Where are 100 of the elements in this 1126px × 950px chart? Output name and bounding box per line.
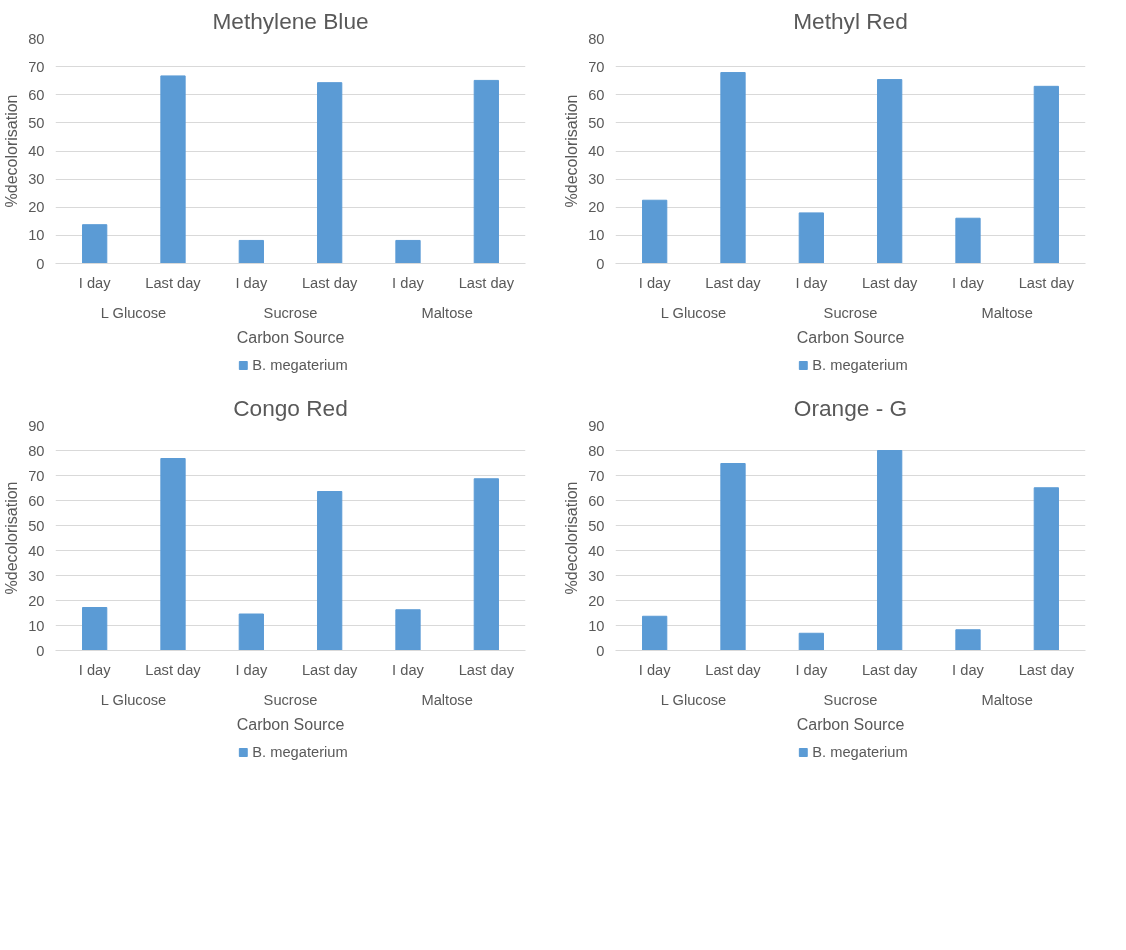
bar bbox=[642, 199, 668, 264]
text: Maltose bbox=[981, 304, 1033, 321]
y-axis-title: %decolorisation bbox=[3, 94, 21, 208]
y-tick-label: 20 bbox=[28, 199, 45, 216]
y-tick-label: 70 bbox=[588, 467, 605, 484]
x-tick-label: I day bbox=[638, 274, 672, 291]
y-tick-label: 40 bbox=[588, 542, 605, 559]
x-tick-label: Last day bbox=[145, 274, 202, 291]
bar bbox=[395, 239, 421, 264]
y-tick-label: 80 bbox=[588, 442, 605, 459]
bar bbox=[798, 632, 824, 651]
y-tick-label: 60 bbox=[28, 86, 45, 103]
text: Maltose bbox=[421, 691, 473, 708]
text: Maltose bbox=[981, 691, 1033, 708]
bar bbox=[82, 224, 108, 264]
y-tick-label: 10 bbox=[28, 617, 45, 634]
text: Sucrose bbox=[263, 691, 318, 708]
x-tick-label: I day bbox=[952, 661, 985, 678]
bar bbox=[395, 609, 421, 651]
y-tick-label: 0 bbox=[36, 642, 45, 659]
x-tick-label: I day bbox=[235, 274, 268, 291]
x-tick-label: Last day bbox=[458, 661, 515, 678]
y-tick-label: 90 bbox=[28, 417, 45, 434]
bar bbox=[877, 79, 903, 264]
y-tick-label: 50 bbox=[588, 517, 605, 534]
bar bbox=[238, 613, 264, 651]
x-tick-label: Last day bbox=[705, 661, 762, 678]
bar bbox=[955, 217, 981, 264]
x-tick-label: I day bbox=[235, 661, 268, 678]
y-tick-label: 50 bbox=[28, 114, 45, 131]
y-tick-label: 70 bbox=[28, 467, 45, 484]
x-tick-label: Last day bbox=[1018, 274, 1075, 291]
legend-label: B. megaterium bbox=[812, 744, 908, 760]
x-tick-label: Last day bbox=[145, 661, 202, 678]
x-tick-label: I day bbox=[78, 274, 112, 291]
text: Maltose bbox=[421, 304, 473, 321]
chart-title: Methylene Blue bbox=[212, 7, 369, 34]
y-tick-label: 10 bbox=[28, 227, 45, 244]
y-axis-title: %decolorisation bbox=[563, 481, 581, 595]
bar bbox=[82, 607, 108, 651]
bar bbox=[317, 82, 343, 264]
y-tick-label: 40 bbox=[28, 143, 45, 159]
text: Sucrose bbox=[263, 304, 318, 321]
y-tick-label: 40 bbox=[588, 143, 605, 159]
x-tick-label: I day bbox=[392, 274, 425, 291]
bar bbox=[798, 212, 824, 264]
y-tick-label: 10 bbox=[588, 617, 605, 634]
x-tick-label: Last day bbox=[301, 274, 359, 291]
y-tick-label: 10 bbox=[588, 227, 605, 244]
text: Sucrose bbox=[823, 304, 878, 321]
y-tick-label: 30 bbox=[28, 567, 45, 584]
y-tick-label: 20 bbox=[28, 592, 45, 609]
y-tick-label: 60 bbox=[588, 492, 605, 509]
x-tick-label: I day bbox=[795, 661, 828, 678]
y-tick-label: 90 bbox=[588, 417, 605, 434]
y-tick-label: 40 bbox=[28, 542, 45, 559]
bar bbox=[160, 458, 186, 651]
y-tick-label: 30 bbox=[588, 171, 605, 188]
chart-title: Methyl Red bbox=[793, 7, 908, 34]
bar bbox=[877, 450, 903, 651]
y-tick-label: 0 bbox=[596, 642, 605, 659]
y-tick-label: 0 bbox=[596, 255, 605, 272]
y-tick-label: 70 bbox=[588, 58, 605, 75]
y-tick-label: 80 bbox=[28, 442, 45, 459]
x-tick-label: I day bbox=[795, 274, 828, 291]
bar bbox=[160, 75, 186, 264]
y-tick-label: 0 bbox=[36, 255, 45, 272]
y-axis-title: %decolorisation bbox=[563, 94, 581, 208]
x-axis-title: Carbon Source bbox=[796, 715, 905, 733]
chart-title: Orange - G bbox=[793, 394, 908, 421]
x-tick-label: I day bbox=[78, 661, 112, 678]
x-tick-label: I day bbox=[638, 661, 672, 678]
x-axis-title: Carbon Source bbox=[796, 328, 905, 346]
x-tick-label: Last day bbox=[301, 661, 359, 678]
bar bbox=[1033, 487, 1059, 651]
x-tick-label: Last day bbox=[861, 274, 919, 291]
legend-label: B. megaterium bbox=[252, 357, 348, 373]
x-axis-title: Carbon Source bbox=[236, 328, 345, 346]
y-tick-label: 50 bbox=[588, 114, 605, 131]
bar bbox=[720, 463, 746, 651]
y-tick-label: 20 bbox=[588, 592, 605, 609]
text: L Glucose bbox=[660, 691, 727, 708]
bar bbox=[720, 72, 746, 264]
y-tick-label: 20 bbox=[588, 199, 605, 216]
y-tick-label: 60 bbox=[588, 86, 605, 103]
x-tick-label: Last day bbox=[861, 661, 919, 678]
y-tick-label: 50 bbox=[28, 517, 45, 534]
bar bbox=[473, 79, 499, 264]
text: L Glucose bbox=[100, 691, 167, 708]
y-tick-label: 80 bbox=[28, 30, 45, 47]
y-tick-label: 60 bbox=[28, 492, 45, 509]
x-tick-label: I day bbox=[392, 661, 425, 678]
y-tick-label: 30 bbox=[588, 567, 605, 584]
x-tick-label: Last day bbox=[458, 274, 515, 291]
text: L Glucose bbox=[100, 304, 167, 321]
y-tick-label: 30 bbox=[28, 171, 45, 188]
legend-label: B. megaterium bbox=[252, 744, 348, 760]
x-tick-label: Last day bbox=[705, 274, 762, 291]
bar bbox=[642, 615, 668, 651]
bar bbox=[317, 491, 343, 651]
